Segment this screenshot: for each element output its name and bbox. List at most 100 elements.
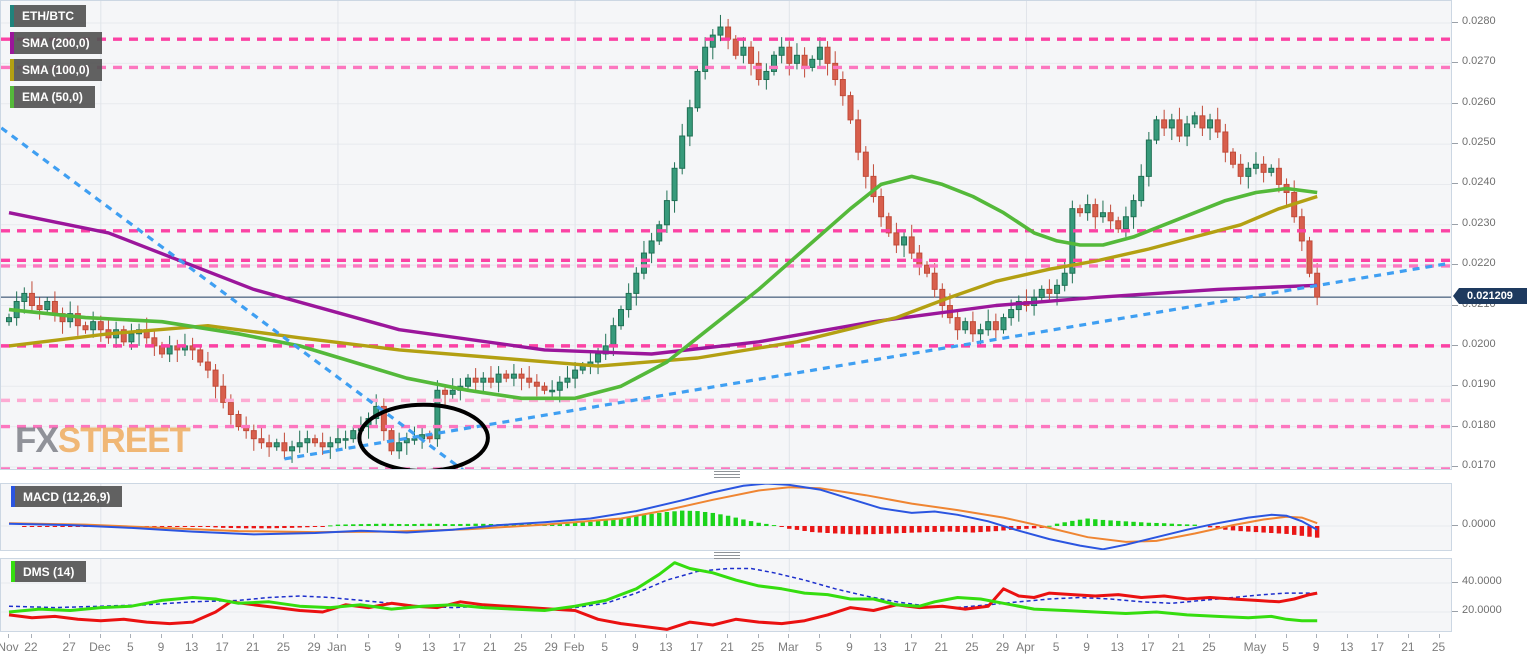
time-axis-label: 13: [422, 640, 436, 654]
symbol-badge[interactable]: ETH/BTC: [10, 5, 86, 27]
ema50-badge[interactable]: EMA (50,0): [10, 86, 95, 108]
time-axis-tick: [1438, 634, 1440, 638]
time-axis-label: 17: [1370, 640, 1385, 654]
time-axis-label: 5: [1052, 640, 1060, 654]
time-axis-label: 13: [1110, 640, 1124, 654]
time-axis-label: 21: [246, 640, 260, 654]
time-axis[interactable]: Nov 22 27 Dec 5 9 13 17 21 25 29 Jan 5 9 13 17 21 25 29 Feb…: [0, 634, 1452, 661]
highlight-ellipse-annotation: [357, 402, 490, 469]
sma200-label: SMA (200,0): [22, 36, 90, 50]
time-axis-label: Nov: [0, 640, 19, 654]
axis-label: 0.0280: [1462, 15, 1496, 27]
time-axis-tick: [8, 634, 9, 638]
last-price-badge: 0.021209: [1453, 288, 1527, 304]
axis-label: 0.0200: [1462, 338, 1496, 350]
time-axis-tick: [191, 634, 193, 638]
dms-panel[interactable]: DMS (14): [0, 558, 1452, 632]
axis-label: 20.0000: [1462, 604, 1502, 616]
time-axis-tick: [1346, 634, 1348, 638]
axis-label: 0.0260: [1462, 96, 1496, 108]
dms-chart[interactable]: [1, 559, 1451, 631]
time-axis-tick: [1025, 634, 1027, 638]
axis-label: 0.0270: [1462, 55, 1496, 67]
time-axis-label: 29: [995, 640, 1010, 654]
time-axis-label: 21: [934, 640, 948, 654]
macd-badge[interactable]: MACD (12,26,9): [11, 486, 123, 507]
time-axis-tick: [367, 634, 369, 638]
time-axis-label: 25: [751, 640, 765, 654]
dms-badge[interactable]: DMS (14): [11, 561, 87, 582]
axis-tick: [1452, 183, 1458, 184]
ema50-color-bar: [10, 86, 14, 108]
time-axis-label: 13: [184, 640, 199, 654]
time-axis-tick: [252, 634, 254, 638]
time-axis-tick: [283, 634, 285, 638]
macd-label: MACD (12,26,9): [23, 489, 111, 504]
time-axis-label: 25: [1431, 640, 1446, 654]
axis-label: 0.0240: [1462, 176, 1496, 188]
time-axis-label: 17: [1141, 640, 1155, 654]
axis-tick: [1452, 345, 1458, 346]
time-axis-label: 9: [157, 640, 165, 654]
time-axis-label: 27: [62, 640, 76, 654]
time-axis-label: Jan: [327, 640, 347, 654]
price-chart-panel[interactable]: FXSTREET: [0, 0, 1452, 470]
time-axis-tick: [314, 634, 315, 638]
axis-tick: [1452, 22, 1458, 23]
time-axis-tick: [757, 634, 759, 638]
axis-tick: [1452, 525, 1458, 526]
macd-chart[interactable]: [1, 484, 1451, 550]
time-axis-label: 5: [364, 640, 371, 654]
time-axis-tick: [1056, 634, 1058, 638]
time-axis-tick: [941, 634, 943, 638]
sma100-badge[interactable]: SMA (100,0): [10, 59, 102, 81]
dms-color-bar: [11, 561, 15, 582]
time-axis-tick: [604, 634, 606, 638]
time-axis-tick: [398, 634, 400, 638]
axis-tick: [1452, 385, 1458, 386]
sma100-color-bar: [10, 59, 14, 81]
axis-tick: [1452, 611, 1458, 612]
symbol-color-bar: [10, 5, 14, 27]
time-axis-tick: [665, 634, 667, 638]
time-axis-label: 17: [689, 640, 704, 654]
time-axis-tick: [880, 634, 882, 638]
sma200-badge[interactable]: SMA (200,0): [10, 32, 102, 54]
time-axis-tick: [222, 634, 224, 638]
time-axis-tick: [336, 634, 338, 638]
axis-label: 0.0230: [1462, 217, 1496, 229]
axis-tick: [1452, 305, 1458, 306]
time-axis-tick: [849, 634, 851, 638]
time-axis-label: 13: [873, 640, 887, 654]
time-axis-tick: [971, 634, 973, 638]
macd-panel[interactable]: MACD (12,26,9): [0, 483, 1452, 551]
time-axis-label: Dec: [89, 640, 111, 654]
axis-tick: [1452, 426, 1458, 427]
time-axis-tick: [1254, 634, 1256, 638]
time-axis-label: 9: [1083, 640, 1090, 654]
axis-label: 0.0170: [1462, 459, 1496, 471]
time-axis-tick: [130, 634, 132, 638]
time-axis-tick: [30, 634, 32, 638]
time-axis-tick: [99, 634, 101, 638]
time-axis-tick: [1377, 634, 1379, 638]
sma200-color-bar: [10, 32, 14, 54]
time-axis-label: 5: [601, 640, 609, 654]
macd-panel-resize-handle[interactable]: [714, 471, 740, 479]
time-axis-label: Apr: [1016, 640, 1035, 654]
time-axis-label: 21: [483, 640, 497, 654]
time-axis-label: 9: [631, 640, 639, 654]
time-axis-label: Mar: [777, 640, 799, 654]
time-axis-label: Feb: [563, 640, 585, 654]
time-axis-tick: [1285, 634, 1287, 638]
price-axis[interactable]: 0.0280 0.0270 0.0260 0.0250 0.0240 0.0230 0.02…: [1452, 0, 1534, 661]
time-axis-label: 17: [215, 640, 229, 654]
axis-label: 0.0180: [1462, 419, 1496, 431]
time-axis-tick: [1147, 634, 1149, 638]
candlestick-chart[interactable]: [1, 1, 1451, 469]
dms-panel-resize-handle[interactable]: [714, 552, 740, 560]
time-axis-tick: [1316, 634, 1318, 638]
axis-label: 0.0220: [1462, 257, 1496, 269]
time-axis-label: 22: [24, 640, 38, 654]
time-axis-tick: [459, 634, 461, 638]
